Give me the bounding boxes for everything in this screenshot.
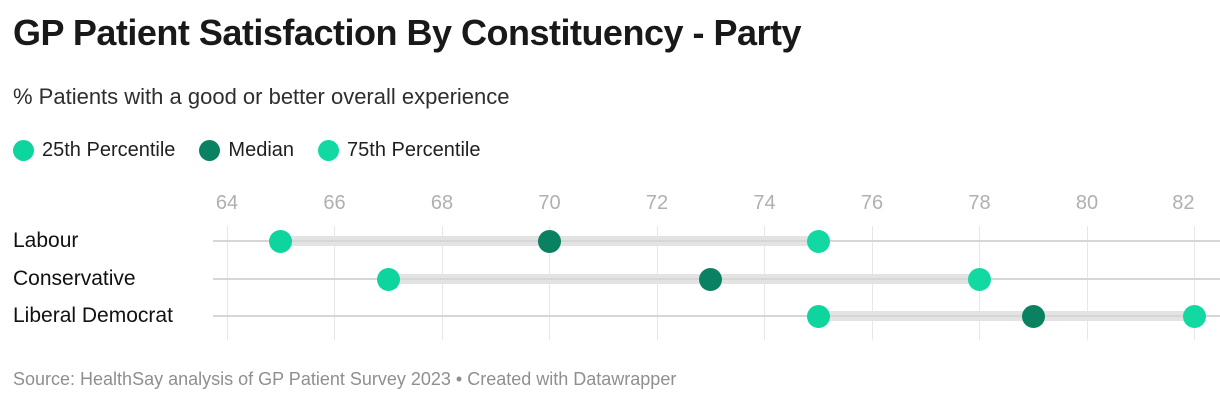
dot-25th-percentile-liberal-democrat[interactable]: [806, 304, 830, 328]
row-baseline-liberal-democrat: [213, 315, 1220, 317]
legend-label-median: Median: [228, 138, 295, 161]
legend-item-25th-percentile: 25th Percentile: [13, 139, 175, 162]
dot-median-liberal-democrat[interactable]: [1021, 304, 1045, 328]
gridline: [226, 226, 228, 340]
row-label-conservative: Conservative: [13, 267, 136, 290]
dot-median-conservative[interactable]: [699, 267, 723, 291]
gridline: [1086, 226, 1088, 340]
axis-tick-label: 66: [323, 192, 346, 214]
axis-tick-label: 80: [1075, 192, 1099, 214]
legend-label-25th-percentile: 25th Percentile: [42, 138, 176, 161]
row-baseline-labour: [213, 240, 1220, 242]
chart-title: GP Patient Satisfaction By Constituency …: [13, 12, 802, 53]
source-line: Source: HealthSay analysis of GP Patient…: [13, 369, 677, 389]
axis-tick-label: 70: [538, 192, 561, 214]
legend-swatch-25th-percentile-icon: [13, 139, 34, 161]
dot-25th-percentile-labour[interactable]: [269, 229, 293, 253]
axis-tick-label: 64: [215, 192, 239, 214]
gridline: [334, 226, 335, 340]
chart-subtitle: % Patients with a good or better overall…: [13, 84, 510, 109]
legend-item-median: Median: [199, 139, 294, 162]
legend: 25th Percentile Median 75th Percentile: [13, 136, 480, 164]
dot-25th-percentile-conservative[interactable]: [376, 267, 400, 291]
axis-tick-label: 76: [860, 192, 884, 214]
legend-swatch-median-icon: [199, 139, 221, 161]
legend-item-75th-percentile: 75th Percentile: [318, 139, 480, 162]
dot-75th-percentile-labour[interactable]: [806, 229, 830, 253]
axis-tick-label: 74: [753, 192, 776, 214]
dot-75th-percentile-conservative[interactable]: [968, 267, 991, 291]
row-label-liberal-democrat: Liberal Democrat: [13, 304, 173, 327]
axis-tick-label: 68: [430, 192, 454, 214]
row-label-labour: Labour: [13, 229, 79, 252]
gridline: [1194, 226, 1195, 340]
axis-tick-label: 78: [968, 192, 991, 214]
axis-tick-label: 72: [645, 192, 669, 214]
legend-label-75th-percentile: 75th Percentile: [347, 138, 481, 161]
axis-tick-label: 82: [1172, 192, 1195, 214]
legend-swatch-75th-percentile-icon: [318, 139, 340, 161]
dot-75th-percentile-liberal-democrat[interactable]: [1183, 304, 1206, 328]
dot-median-labour[interactable]: [538, 229, 561, 253]
